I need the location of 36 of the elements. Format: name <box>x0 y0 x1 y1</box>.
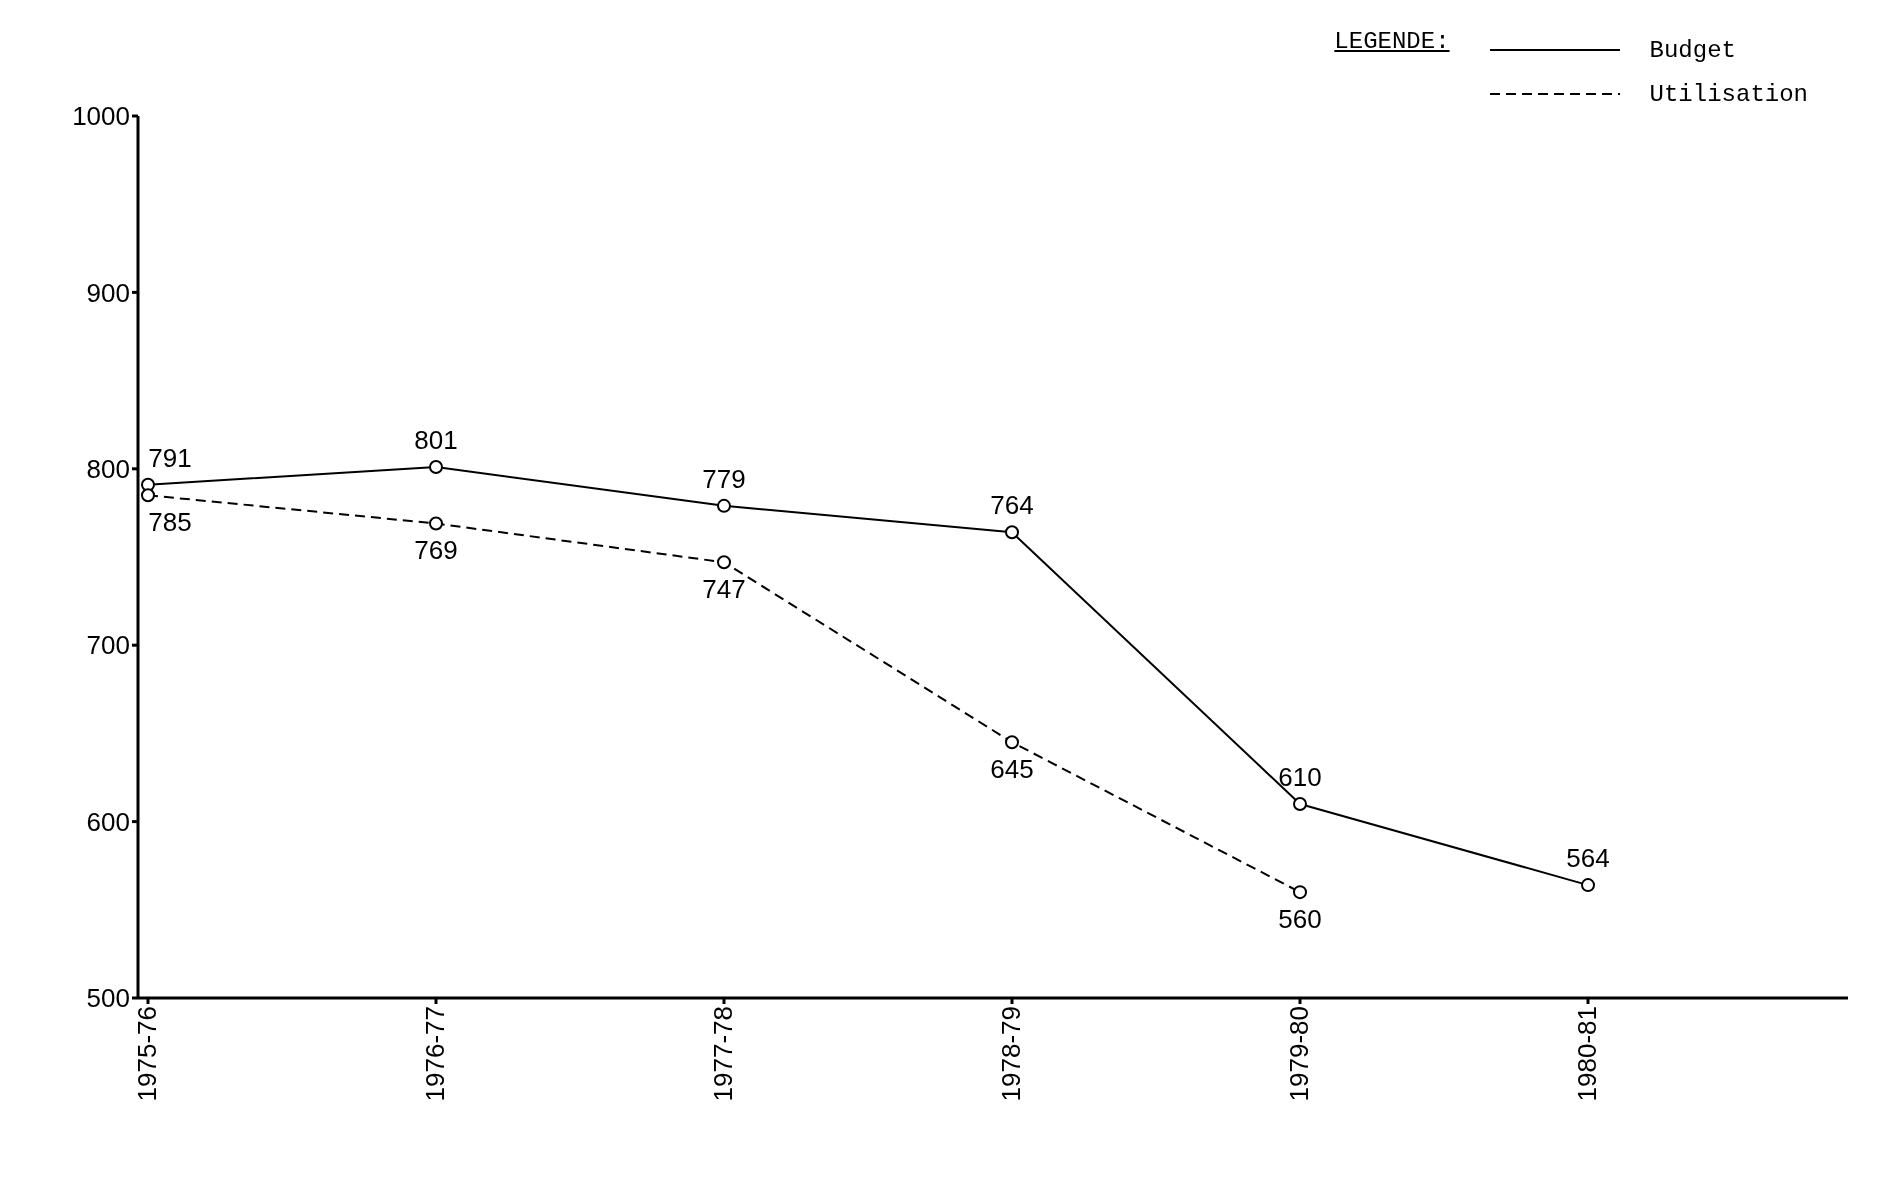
data-label: 747 <box>702 574 746 605</box>
x-tick-label: 1975-76 <box>132 1006 163 1102</box>
point <box>429 460 443 475</box>
data-label: 779 <box>702 463 746 494</box>
point <box>429 516 443 531</box>
y-tick-label: 500 <box>86 983 130 1014</box>
data-label: 560 <box>1278 904 1322 935</box>
y-tick-label: 700 <box>86 630 130 661</box>
point <box>1005 525 1019 540</box>
y-tick-label: 900 <box>86 277 130 308</box>
data-label: 610 <box>1278 761 1322 792</box>
legend-title: LEGENDE: <box>1334 28 1450 57</box>
y-tick-label: 600 <box>86 806 130 837</box>
point <box>141 488 155 503</box>
data-label: 645 <box>990 754 1034 785</box>
text: Utilisation <box>1649 80 1808 108</box>
x-tick-label: 1978-79 <box>996 1006 1027 1102</box>
data-label: 801 <box>414 425 458 456</box>
x-tick-label: 1977-78 <box>708 1006 739 1102</box>
y-tick-label: 1000 <box>72 101 130 132</box>
text: Budget <box>1649 36 1736 64</box>
data-label: 769 <box>414 535 458 566</box>
point <box>1581 878 1595 893</box>
data-label: 764 <box>990 490 1034 521</box>
x-tick-label: 1976-77 <box>420 1006 451 1102</box>
data-label: 791 <box>148 442 192 473</box>
data-label: 785 <box>148 507 192 538</box>
point <box>1005 735 1019 750</box>
x-tick-label: 1980-81 <box>1572 1006 1603 1102</box>
x-tick-label: 1979-80 <box>1284 1006 1315 1102</box>
point <box>717 555 731 570</box>
point <box>1293 885 1307 900</box>
data-label: 564 <box>1566 843 1610 874</box>
y-tick-label: 800 <box>86 454 130 485</box>
point <box>1293 796 1307 811</box>
point <box>717 498 731 513</box>
